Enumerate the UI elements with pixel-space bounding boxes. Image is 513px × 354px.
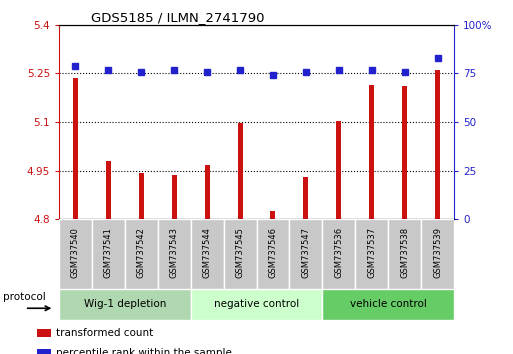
Bar bbox=[289, 219, 322, 289]
Bar bbox=[205, 165, 210, 219]
Bar bbox=[158, 219, 191, 289]
Bar bbox=[303, 177, 308, 219]
Bar bbox=[238, 123, 243, 219]
Bar bbox=[37, 329, 51, 337]
Bar bbox=[224, 219, 256, 289]
Text: GSM737545: GSM737545 bbox=[235, 227, 245, 278]
Bar bbox=[37, 349, 51, 354]
Bar bbox=[59, 289, 191, 320]
Text: GSM737543: GSM737543 bbox=[170, 227, 179, 278]
Bar bbox=[172, 175, 176, 219]
Text: percentile rank within the sample: percentile rank within the sample bbox=[55, 348, 231, 354]
Bar bbox=[191, 289, 322, 320]
Bar bbox=[435, 70, 440, 219]
Text: Wig-1 depletion: Wig-1 depletion bbox=[84, 299, 166, 309]
Text: GSM737537: GSM737537 bbox=[367, 227, 376, 278]
Text: GSM737547: GSM737547 bbox=[301, 227, 310, 278]
Bar bbox=[270, 211, 275, 219]
Text: protocol: protocol bbox=[3, 292, 46, 302]
Text: GSM737539: GSM737539 bbox=[433, 227, 442, 278]
Bar bbox=[191, 219, 224, 289]
Bar bbox=[322, 219, 355, 289]
Text: vehicle control: vehicle control bbox=[350, 299, 427, 309]
Bar bbox=[139, 173, 144, 219]
Bar bbox=[73, 78, 78, 219]
Bar bbox=[125, 219, 158, 289]
Bar bbox=[92, 219, 125, 289]
Text: GDS5185 / ILMN_2741790: GDS5185 / ILMN_2741790 bbox=[91, 11, 264, 24]
Text: GSM737544: GSM737544 bbox=[203, 227, 212, 278]
Text: negative control: negative control bbox=[214, 299, 299, 309]
Bar bbox=[369, 85, 374, 219]
Bar bbox=[337, 121, 341, 219]
Text: transformed count: transformed count bbox=[55, 327, 153, 338]
Text: GSM737536: GSM737536 bbox=[334, 227, 343, 278]
Bar bbox=[322, 289, 454, 320]
Text: GSM737541: GSM737541 bbox=[104, 227, 113, 278]
Bar bbox=[388, 219, 421, 289]
Bar bbox=[402, 86, 407, 219]
Bar bbox=[421, 219, 454, 289]
Bar bbox=[106, 161, 111, 219]
Text: GSM737546: GSM737546 bbox=[268, 227, 278, 278]
Text: GSM737542: GSM737542 bbox=[137, 227, 146, 278]
Text: GSM737538: GSM737538 bbox=[400, 227, 409, 278]
Bar bbox=[256, 219, 289, 289]
Bar bbox=[355, 219, 388, 289]
Bar bbox=[59, 219, 92, 289]
Text: GSM737540: GSM737540 bbox=[71, 227, 80, 278]
